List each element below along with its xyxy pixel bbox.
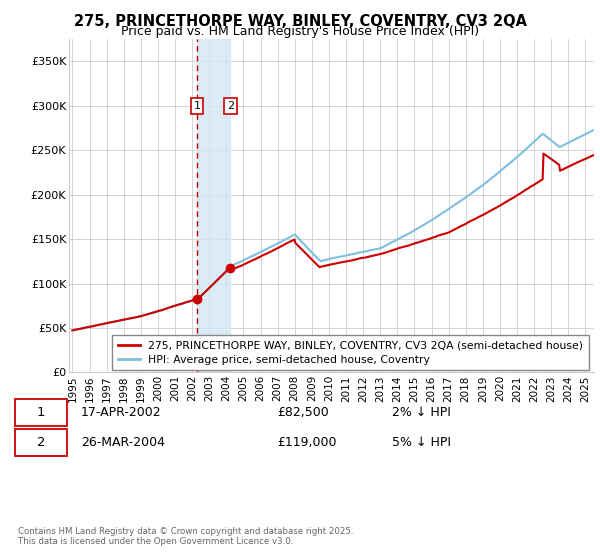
- Text: £119,000: £119,000: [277, 436, 337, 449]
- Text: 275, PRINCETHORPE WAY, BINLEY, COVENTRY, CV3 2QA: 275, PRINCETHORPE WAY, BINLEY, COVENTRY,…: [74, 14, 527, 29]
- Text: 17-APR-2002: 17-APR-2002: [81, 407, 162, 419]
- Text: £82,500: £82,500: [277, 407, 329, 419]
- FancyBboxPatch shape: [15, 429, 67, 456]
- Text: 2% ↓ HPI: 2% ↓ HPI: [392, 407, 451, 419]
- Text: 2: 2: [37, 436, 45, 449]
- Text: Price paid vs. HM Land Registry's House Price Index (HPI): Price paid vs. HM Land Registry's House …: [121, 25, 479, 38]
- Text: Contains HM Land Registry data © Crown copyright and database right 2025.
This d: Contains HM Land Registry data © Crown c…: [18, 526, 353, 546]
- Text: 2: 2: [227, 101, 234, 111]
- Text: 1: 1: [37, 407, 45, 419]
- FancyBboxPatch shape: [15, 399, 67, 426]
- Text: 1: 1: [194, 101, 200, 111]
- Bar: [197, 39, 230, 372]
- Text: 5% ↓ HPI: 5% ↓ HPI: [392, 436, 451, 449]
- Legend: 275, PRINCETHORPE WAY, BINLEY, COVENTRY, CV3 2QA (semi-detached house), HPI: Ave: 275, PRINCETHORPE WAY, BINLEY, COVENTRY,…: [112, 335, 589, 370]
- Text: 26-MAR-2004: 26-MAR-2004: [81, 436, 165, 449]
